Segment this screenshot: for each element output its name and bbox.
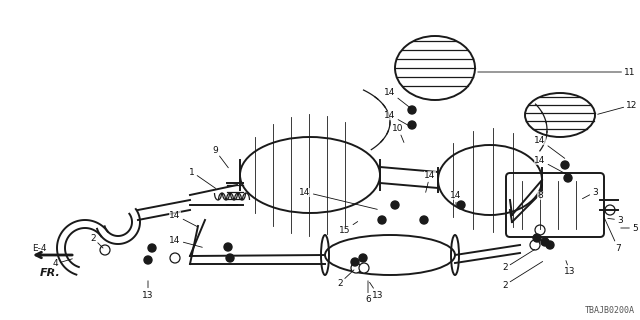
Text: 2: 2 [502, 261, 543, 290]
Text: 7: 7 [604, 218, 621, 252]
Text: 10: 10 [392, 124, 404, 142]
Circle shape [533, 234, 541, 242]
Text: 2: 2 [337, 270, 354, 287]
Circle shape [100, 245, 110, 255]
Text: 9: 9 [212, 146, 228, 168]
Circle shape [144, 256, 152, 264]
Text: 14: 14 [300, 188, 378, 209]
Text: 12: 12 [598, 100, 637, 114]
Circle shape [564, 174, 572, 182]
Circle shape [351, 258, 359, 266]
Circle shape [226, 254, 234, 262]
Text: 15: 15 [339, 221, 358, 235]
Text: 13: 13 [369, 282, 384, 300]
Text: 2: 2 [502, 250, 534, 273]
Text: 14: 14 [534, 135, 564, 158]
Text: 14: 14 [451, 190, 461, 205]
Circle shape [224, 243, 232, 251]
Circle shape [359, 263, 369, 273]
Circle shape [148, 244, 156, 252]
Text: 6: 6 [365, 281, 371, 305]
Circle shape [408, 121, 416, 129]
Text: 5: 5 [621, 223, 638, 233]
Text: 14: 14 [534, 156, 566, 174]
Circle shape [351, 263, 361, 273]
Circle shape [546, 241, 554, 249]
Circle shape [561, 161, 569, 169]
Circle shape [170, 253, 180, 263]
Text: 13: 13 [142, 281, 154, 300]
Circle shape [535, 225, 545, 235]
Text: 14: 14 [170, 236, 202, 247]
Text: 4: 4 [52, 259, 72, 268]
Circle shape [541, 238, 549, 246]
Text: FR.: FR. [40, 268, 60, 278]
Text: 11: 11 [478, 68, 636, 76]
Circle shape [605, 205, 615, 215]
Circle shape [378, 216, 386, 224]
Circle shape [457, 201, 465, 209]
Text: 14: 14 [424, 171, 436, 192]
Text: TBAJB0200A: TBAJB0200A [585, 306, 635, 315]
Text: 3: 3 [608, 215, 623, 225]
Circle shape [420, 216, 428, 224]
Text: E-4: E-4 [32, 244, 47, 252]
Text: 8: 8 [537, 185, 543, 199]
Circle shape [408, 106, 416, 114]
Circle shape [530, 240, 540, 250]
Text: 13: 13 [564, 260, 576, 276]
Text: 3: 3 [582, 188, 598, 199]
Text: 14: 14 [384, 110, 411, 127]
Circle shape [359, 254, 367, 262]
Text: 14: 14 [170, 211, 198, 227]
Circle shape [391, 201, 399, 209]
Text: 14: 14 [384, 87, 411, 108]
Text: 1: 1 [189, 167, 216, 188]
Text: 2: 2 [90, 234, 103, 248]
